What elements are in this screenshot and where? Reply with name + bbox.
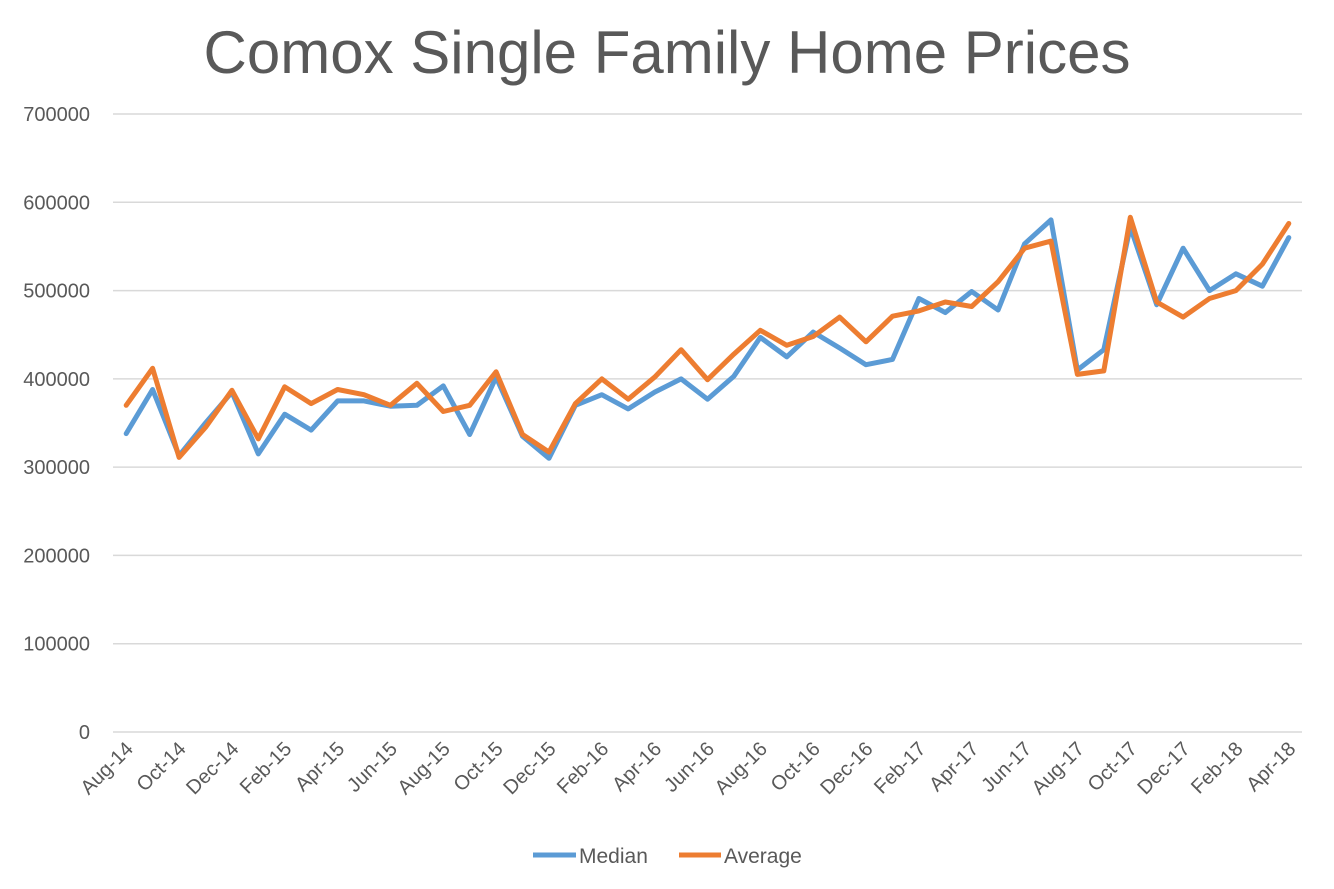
x-tick-label: Dec-17 — [1133, 738, 1194, 799]
x-tick-label: Feb-18 — [1187, 738, 1247, 798]
series-line-average — [123, 214, 1292, 460]
x-tick-label: Oct-17 — [1084, 738, 1142, 796]
x-tick-label: Apr-15 — [291, 738, 349, 796]
y-tick-label: 400000 — [23, 369, 90, 391]
x-tick-label: Feb-15 — [236, 738, 296, 798]
x-tick-label: Apr-17 — [925, 738, 983, 796]
gridlines — [113, 113, 1302, 733]
y-tick-label: 200000 — [23, 545, 90, 567]
x-tick-label: Oct-15 — [450, 738, 508, 796]
x-tick-label: Aug-14 — [77, 738, 138, 799]
legend-label-average: Average — [724, 845, 802, 868]
x-tick-label: Aug-15 — [394, 738, 455, 799]
x-tick-label: Oct-16 — [767, 738, 825, 796]
x-tick-label: Feb-16 — [553, 738, 613, 798]
y-tick-label: 100000 — [23, 634, 90, 656]
legend: Median Average — [533, 845, 802, 868]
x-tick-label: Aug-17 — [1028, 738, 1089, 799]
x-tick-label: Jun-17 — [977, 738, 1036, 797]
y-tick-label: 500000 — [23, 281, 90, 303]
x-tick-label: Dec-16 — [816, 738, 877, 799]
x-tick-label: Jun-15 — [343, 738, 402, 797]
y-tick-label: 300000 — [23, 457, 90, 479]
series-lines — [123, 214, 1292, 461]
x-tick-label: Dec-14 — [182, 738, 243, 799]
y-axis-ticks: 0 100000 200000 300000 400000 500000 600000 700… — [23, 104, 90, 744]
x-tick-label: Dec-15 — [499, 738, 560, 799]
y-tick-label: 700000 — [23, 104, 90, 126]
x-tick-label: Feb-17 — [870, 738, 930, 798]
y-tick-label: 0 — [79, 722, 90, 744]
x-tick-label: Apr-16 — [608, 738, 666, 796]
chart-title: Comox Single Family Home Prices — [203, 19, 1131, 86]
legend-label-median: Median — [579, 845, 648, 868]
x-axis-ticks: Aug-14Oct-14Dec-14Feb-15Apr-15Jun-15Aug-… — [77, 738, 1301, 799]
series-line-median — [123, 217, 1292, 461]
x-tick-label: Aug-16 — [711, 738, 772, 799]
y-tick-label: 600000 — [23, 192, 90, 214]
x-tick-label: Apr-18 — [1242, 738, 1300, 796]
x-tick-label: Oct-14 — [133, 738, 191, 796]
x-tick-label: Jun-16 — [660, 738, 719, 797]
